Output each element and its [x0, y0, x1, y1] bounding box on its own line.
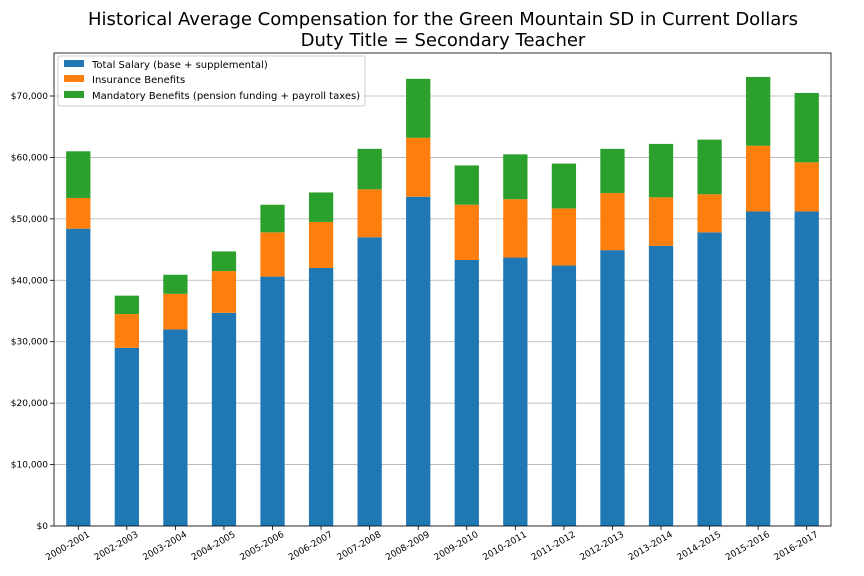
bar-insurance: [66, 197, 91, 229]
bar-insurance: [454, 204, 479, 261]
y-tick-label: $20,000: [11, 399, 48, 409]
bar-mandatory: [163, 274, 188, 294]
y-tick-label: $40,000: [11, 276, 48, 286]
bar-salary: [746, 211, 771, 526]
y-tick-label: $60,000: [11, 153, 48, 163]
bar-salary: [308, 268, 334, 526]
bar-mandatory: [260, 204, 285, 233]
bar-salary: [163, 329, 188, 526]
bar-salary: [260, 276, 285, 526]
bar-mandatory: [648, 143, 674, 198]
x-tick-label: 2004-2005: [190, 530, 237, 563]
bar-mandatory: [357, 148, 382, 190]
x-tick-label: 2005-2006: [239, 530, 287, 563]
bar-salary: [454, 260, 479, 526]
bar-mandatory: [406, 78, 431, 138]
legend-frame: [57, 55, 366, 107]
y-tick-label: $30,000: [11, 338, 48, 348]
x-tick-label: 2000-2001: [44, 530, 91, 563]
x-tick-label: 2003-2004: [141, 530, 189, 563]
bar-salary: [794, 211, 819, 526]
bar-salary: [66, 228, 91, 526]
bar-insurance: [211, 271, 237, 313]
x-tick-label: 2002-2003: [93, 530, 140, 563]
bar-salary: [648, 245, 674, 526]
legend: Total Salary (base + supplemental) Insur…: [57, 55, 366, 107]
bar-insurance: [551, 208, 577, 266]
legend-label-mandatory: Mandatory Benefits (pension funding + pa…: [92, 91, 360, 102]
bar-salary: [211, 312, 237, 526]
x-tick-label: 2006-2007: [287, 530, 334, 563]
x-tick-label: 2011-2012: [530, 530, 577, 563]
bar-insurance: [357, 189, 382, 238]
bar-salary: [503, 257, 528, 526]
bar-mandatory: [211, 251, 237, 272]
x-tick-label: 2008-2009: [384, 530, 432, 563]
bar-insurance: [697, 194, 722, 233]
bar-salary: [406, 196, 431, 526]
bar-mandatory: [746, 76, 771, 146]
bar-salary: [697, 232, 722, 526]
bar-mandatory: [114, 295, 139, 315]
bar-salary: [600, 250, 625, 526]
bar-insurance: [746, 145, 771, 212]
x-tick-label: 2014-2015: [676, 530, 723, 563]
bar-insurance: [600, 193, 625, 251]
chart-subtitle: Duty Title = Secondary Teacher: [301, 30, 586, 51]
bar-insurance: [406, 137, 431, 197]
bar-insurance: [648, 197, 674, 246]
bar-mandatory: [697, 139, 722, 195]
legend-label-insurance: Insurance Benefits: [92, 75, 185, 86]
bar-mandatory: [503, 154, 528, 200]
bar-mandatory: [308, 192, 334, 222]
bar-salary: [114, 347, 139, 526]
legend-label-salary: Total Salary (base + supplemental): [91, 60, 268, 71]
bar-mandatory: [454, 165, 479, 205]
plot-frame: [53, 52, 832, 527]
legend-swatch-insurance: [64, 75, 84, 82]
x-tick-label: 2015-2016: [724, 530, 772, 563]
y-tick-label: $70,000: [11, 92, 48, 102]
bar-insurance: [503, 199, 528, 258]
legend-swatch-salary: [64, 60, 84, 67]
chart-title: Historical Average Compensation for the …: [88, 9, 798, 30]
bar-mandatory: [551, 163, 577, 209]
x-tick-label: 2012-2013: [578, 530, 625, 563]
x-tick-label: 2009-2010: [433, 530, 481, 563]
x-tick-label: 2010-2011: [481, 530, 528, 563]
y-tick-label: $10,000: [11, 461, 48, 471]
bar-insurance: [794, 162, 819, 212]
y-tick-label: $0: [37, 522, 49, 532]
bars: [66, 76, 819, 527]
y-tick-label: $50,000: [11, 215, 48, 225]
x-tick-label: 2016-2017: [773, 530, 820, 563]
bar-salary: [357, 237, 382, 527]
bar-mandatory: [600, 148, 625, 194]
bar-insurance: [308, 221, 334, 268]
x-tick-label: 2013-2014: [627, 530, 675, 563]
x-tick-label: 2007-2008: [336, 530, 384, 563]
bar-insurance: [260, 232, 285, 277]
legend-swatch-mandatory: [64, 91, 84, 98]
bar-insurance: [163, 293, 188, 330]
bar-insurance: [114, 314, 139, 348]
bar-salary: [551, 265, 577, 526]
bar-mandatory: [794, 92, 819, 163]
bar-mandatory: [66, 151, 91, 198]
